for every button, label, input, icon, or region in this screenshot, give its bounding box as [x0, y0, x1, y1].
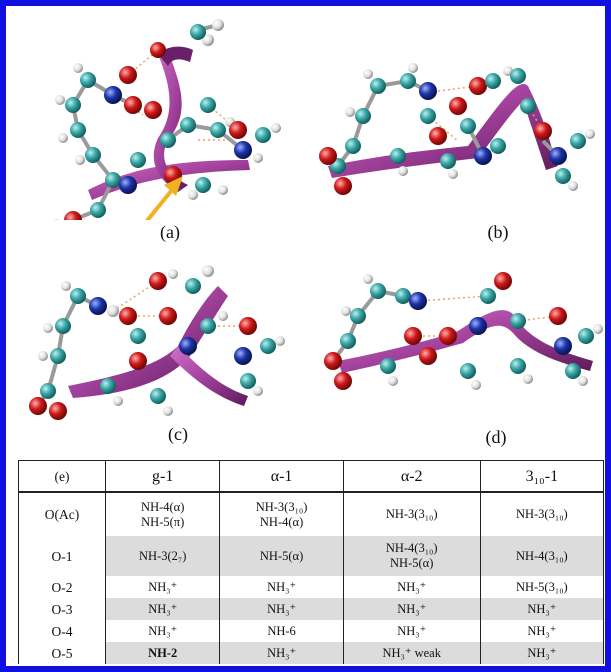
hbond-table-grid: (e) g-1 α-1 α-2 3₁₀-1 O(Ac) NH-4(α) NH-5(… — [18, 460, 605, 664]
table-cell: NH-3(3₁₀) — [342, 492, 481, 536]
table-cell: NH₃⁺ — [219, 576, 344, 598]
row-key: O-1 — [18, 536, 106, 576]
molecule-structure-d — [324, 272, 603, 390]
table-cell: NH₃⁺ — [479, 598, 605, 620]
molecule-structure-a — [53, 19, 281, 220]
table-row: O-2 NH₃⁺ NH₃⁺ NH₃⁺ NH-5(3₁₀) — [18, 576, 605, 598]
table-cell: NH-4(3₁₀) NH-5(α) — [342, 536, 481, 576]
table-cell: NH₃⁺ — [104, 576, 221, 598]
table-cell: NH₃⁺ — [342, 576, 481, 598]
table-cell: NH₃⁺ — [104, 598, 221, 620]
table-cell: NH-5(α) — [219, 536, 344, 576]
column-header: g-1 — [104, 460, 221, 493]
row-key: O(Ac) — [18, 492, 106, 536]
column-header: α-1 — [219, 460, 344, 493]
protein-ribbon — [328, 84, 558, 178]
table-header-row: (e) g-1 α-1 α-2 3₁₀-1 — [18, 460, 605, 493]
panel-c: (c) — [18, 256, 298, 466]
table-cell: NH-2 — [104, 642, 221, 664]
table-cell: NH₃⁺ — [342, 598, 481, 620]
table-cell: NH₃⁺ — [479, 620, 605, 642]
atoms — [319, 63, 595, 195]
molecule-structure-b — [319, 63, 595, 195]
table-row: O-5 NH-2 NH₃⁺ NH₃⁺ weak NH₃⁺ — [18, 642, 605, 664]
row-key: O-2 — [18, 576, 106, 598]
atoms — [29, 265, 285, 420]
table-cell: NH-6 — [219, 620, 344, 642]
table-corner-label: (e) — [18, 460, 106, 493]
table-cell: NH-3(3₁₀) — [479, 492, 605, 536]
table-cell: NH-4(3₁₀) — [479, 536, 605, 576]
table-cell: NH-5(3₁₀) — [479, 576, 605, 598]
atoms — [324, 272, 603, 390]
panel-label-c: (c) — [168, 424, 188, 444]
panel-a: (a) — [18, 10, 298, 242]
row-key: O-4 — [18, 620, 106, 642]
molecule-structure-c — [29, 265, 285, 420]
table-row: O(Ac) NH-4(α) NH-5(π) NH-3(3₁₀) NH-4(α) NH… — [18, 492, 605, 536]
arrow-icon — [145, 176, 183, 220]
panel-label-d: (d) — [485, 427, 507, 447]
table-cell: NH₃⁺ — [342, 620, 481, 642]
row-key: O-3 — [18, 598, 106, 620]
protein-ribbon — [88, 46, 250, 200]
table-row: O-3 NH₃⁺ NH₃⁺ NH₃⁺ NH₃⁺ — [18, 598, 605, 620]
column-header: 3₁₀-1 — [479, 460, 605, 493]
panel-label-a: (a) — [160, 222, 180, 242]
panel-label-b: (b) — [487, 222, 509, 242]
table-cell: NH₃⁺ — [219, 598, 344, 620]
table-cell: NH-4(α) NH-5(π) — [104, 492, 221, 536]
column-header: α-2 — [342, 460, 481, 493]
table-cell: NH₃⁺ weak — [342, 642, 481, 664]
row-key: O-5 — [18, 642, 106, 664]
table-cell: NH-3(2₇) — [104, 536, 221, 576]
table-cell: NH₃⁺ — [479, 642, 605, 664]
panel-d: (d) — [318, 261, 603, 471]
protein-ribbon — [338, 310, 593, 373]
table-row: O-4 NH₃⁺ NH-6 NH₃⁺ NH₃⁺ — [18, 620, 605, 642]
hbond-table: (e) g-1 α-1 α-2 3₁₀-1 O(Ac) NH-4(α) NH-5(… — [18, 460, 605, 672]
panel-b: (b) — [318, 46, 598, 256]
atoms — [53, 19, 281, 220]
table-cell: NH₃⁺ — [219, 642, 344, 664]
table-cell: NH₃⁺ — [104, 620, 221, 642]
table-row: O-1 NH-3(2₇) NH-5(α) NH-4(3₁₀) NH-5(α) NH… — [18, 536, 605, 576]
table-cell: NH-3(3₁₀) NH-4(α) — [219, 492, 344, 536]
